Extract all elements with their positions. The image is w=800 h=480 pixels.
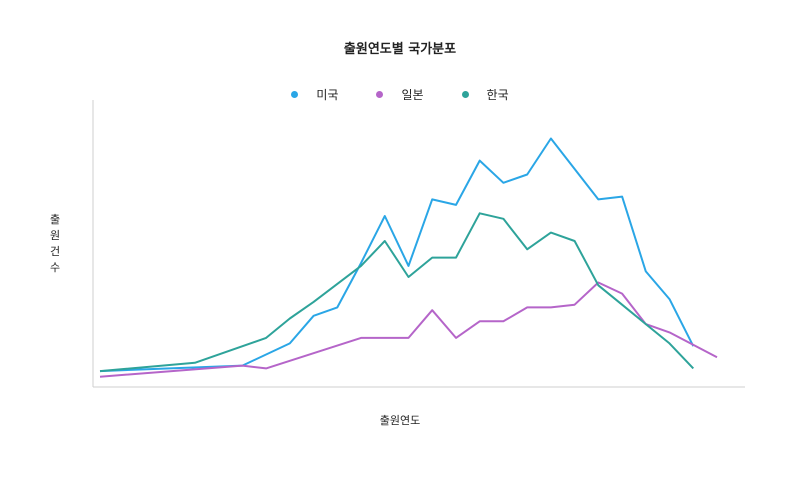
x-axis-label: 출원연도 xyxy=(379,414,421,427)
chart-title: 출원연도별 국가분포 xyxy=(343,42,457,57)
legend-marker-us xyxy=(291,91,299,98)
legend-item-korea[interactable]: 한국 xyxy=(461,86,509,103)
series-line-us xyxy=(99,137,695,373)
legend-label-japan: 일본 xyxy=(401,88,424,102)
series-line-korea xyxy=(99,212,695,373)
y-axis-label: 출원건수 xyxy=(49,213,61,274)
legend-marker-korea xyxy=(461,91,469,98)
legend-item-us[interactable]: 미국 xyxy=(291,86,338,103)
series-line-japan xyxy=(99,281,718,378)
legend-label-korea: 한국 xyxy=(486,88,509,102)
legend: 미국 일본 한국 xyxy=(0,86,800,103)
legend-label-us: 미국 xyxy=(316,88,339,102)
legend-marker-japan xyxy=(376,91,384,98)
legend-item-japan[interactable]: 일본 xyxy=(376,86,424,103)
